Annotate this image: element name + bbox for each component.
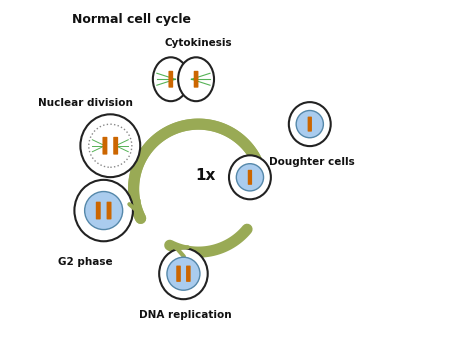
FancyBboxPatch shape bbox=[176, 266, 181, 282]
Ellipse shape bbox=[178, 57, 214, 101]
FancyBboxPatch shape bbox=[96, 202, 101, 219]
Ellipse shape bbox=[153, 57, 189, 101]
FancyBboxPatch shape bbox=[248, 170, 252, 185]
FancyBboxPatch shape bbox=[103, 137, 108, 154]
Ellipse shape bbox=[159, 248, 208, 299]
Text: DNA replication: DNA replication bbox=[139, 310, 231, 320]
FancyBboxPatch shape bbox=[113, 137, 118, 154]
Ellipse shape bbox=[167, 257, 200, 290]
FancyBboxPatch shape bbox=[107, 202, 112, 219]
Ellipse shape bbox=[74, 180, 133, 241]
Ellipse shape bbox=[296, 111, 324, 138]
FancyBboxPatch shape bbox=[186, 266, 191, 282]
Ellipse shape bbox=[81, 114, 140, 177]
Ellipse shape bbox=[85, 192, 123, 230]
FancyBboxPatch shape bbox=[194, 71, 198, 88]
Text: Doughter cells: Doughter cells bbox=[269, 158, 354, 167]
FancyBboxPatch shape bbox=[308, 117, 312, 131]
Ellipse shape bbox=[236, 164, 264, 191]
Text: Cytokinesis: Cytokinesis bbox=[165, 38, 232, 48]
Text: Normal cell cycle: Normal cell cycle bbox=[72, 13, 191, 26]
Ellipse shape bbox=[229, 155, 271, 199]
Text: Nuclear division: Nuclear division bbox=[38, 97, 133, 107]
Text: G2 phase: G2 phase bbox=[58, 257, 112, 267]
Text: 1x: 1x bbox=[195, 168, 215, 183]
FancyBboxPatch shape bbox=[168, 71, 173, 88]
Ellipse shape bbox=[289, 102, 331, 146]
